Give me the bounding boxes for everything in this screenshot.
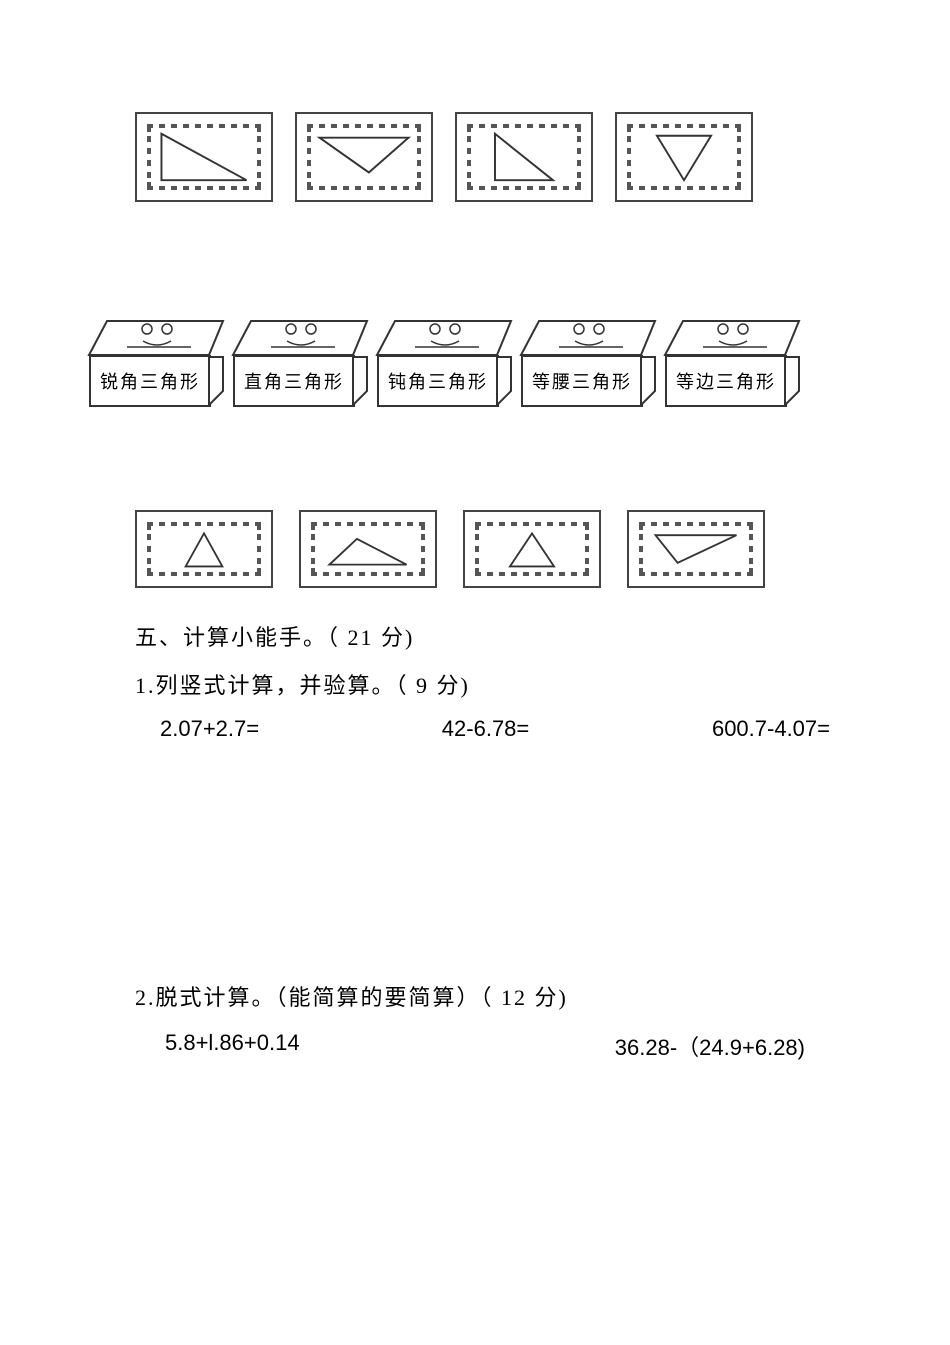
obtuse-low-icon	[315, 526, 421, 572]
frame-card	[135, 112, 273, 202]
acute-iso-icon	[151, 526, 257, 572]
chest-side-icon	[207, 355, 227, 405]
section-5-title: 五、计算小能手。（ 21 分)	[135, 620, 414, 652]
obtuse-down-icon	[311, 128, 417, 186]
expr: 42-6.78=	[442, 716, 529, 742]
expr: 2.07+2.7=	[160, 716, 259, 742]
frame-card	[299, 510, 437, 588]
chest-side-icon	[495, 355, 515, 405]
chest-right: 直角三角形	[227, 315, 371, 411]
chest-lid-icon	[515, 315, 659, 357]
bottom-frame-row	[135, 510, 765, 588]
chest-iso: 等腰三角形	[515, 315, 659, 411]
expr: 600.7-4.07=	[712, 716, 830, 742]
chest-label: 等腰三角形	[521, 355, 643, 407]
frame-card	[455, 112, 593, 202]
expr: 5.8+l.86+0.14	[165, 1030, 300, 1062]
frame-card	[615, 112, 753, 202]
chest-acute: 锐角三角形	[83, 315, 227, 411]
top-frame-row	[135, 112, 753, 202]
q1-expressions: 2.07+2.7= 42-6.78= 600.7-4.07=	[160, 716, 830, 742]
q2-expressions: 5.8+l.86+0.14 36.28-（24.9+6.28)	[165, 1030, 805, 1062]
chest-equilateral: 等边三角形	[659, 315, 803, 411]
chest-label: 钝角三角形	[377, 355, 499, 407]
scalene-flag-icon	[151, 128, 257, 186]
chest-lid-icon	[83, 315, 227, 357]
chest-label: 锐角三角形	[89, 355, 211, 407]
chest-label: 等边三角形	[665, 355, 787, 407]
q2-title: 2.脱式计算。（能简算的要简算）（ 12 分)	[135, 980, 568, 1012]
chest-lid-icon	[659, 315, 803, 357]
chest-lid-icon	[227, 315, 371, 357]
chest-side-icon	[639, 355, 659, 405]
acute-iso2-icon	[479, 526, 585, 572]
q1-title: 1.列竖式计算，并验算。（ 9 分)	[135, 668, 470, 700]
frame-card	[627, 510, 765, 588]
right-triangle-icon	[471, 128, 577, 186]
chest-side-icon	[351, 355, 371, 405]
obtuse-down2-icon	[643, 526, 749, 572]
frame-card	[295, 112, 433, 202]
frame-card	[135, 510, 273, 588]
frame-card	[463, 510, 601, 588]
inverted-iso-icon	[631, 128, 737, 186]
chest-row: 锐角三角形 直角三角形	[83, 315, 803, 411]
chest-label: 直角三角形	[233, 355, 355, 407]
expr: 36.28-（24.9+6.28)	[615, 1030, 805, 1062]
chest-side-icon	[783, 355, 803, 405]
chest-lid-icon	[371, 315, 515, 357]
chest-obtuse: 钝角三角形	[371, 315, 515, 411]
